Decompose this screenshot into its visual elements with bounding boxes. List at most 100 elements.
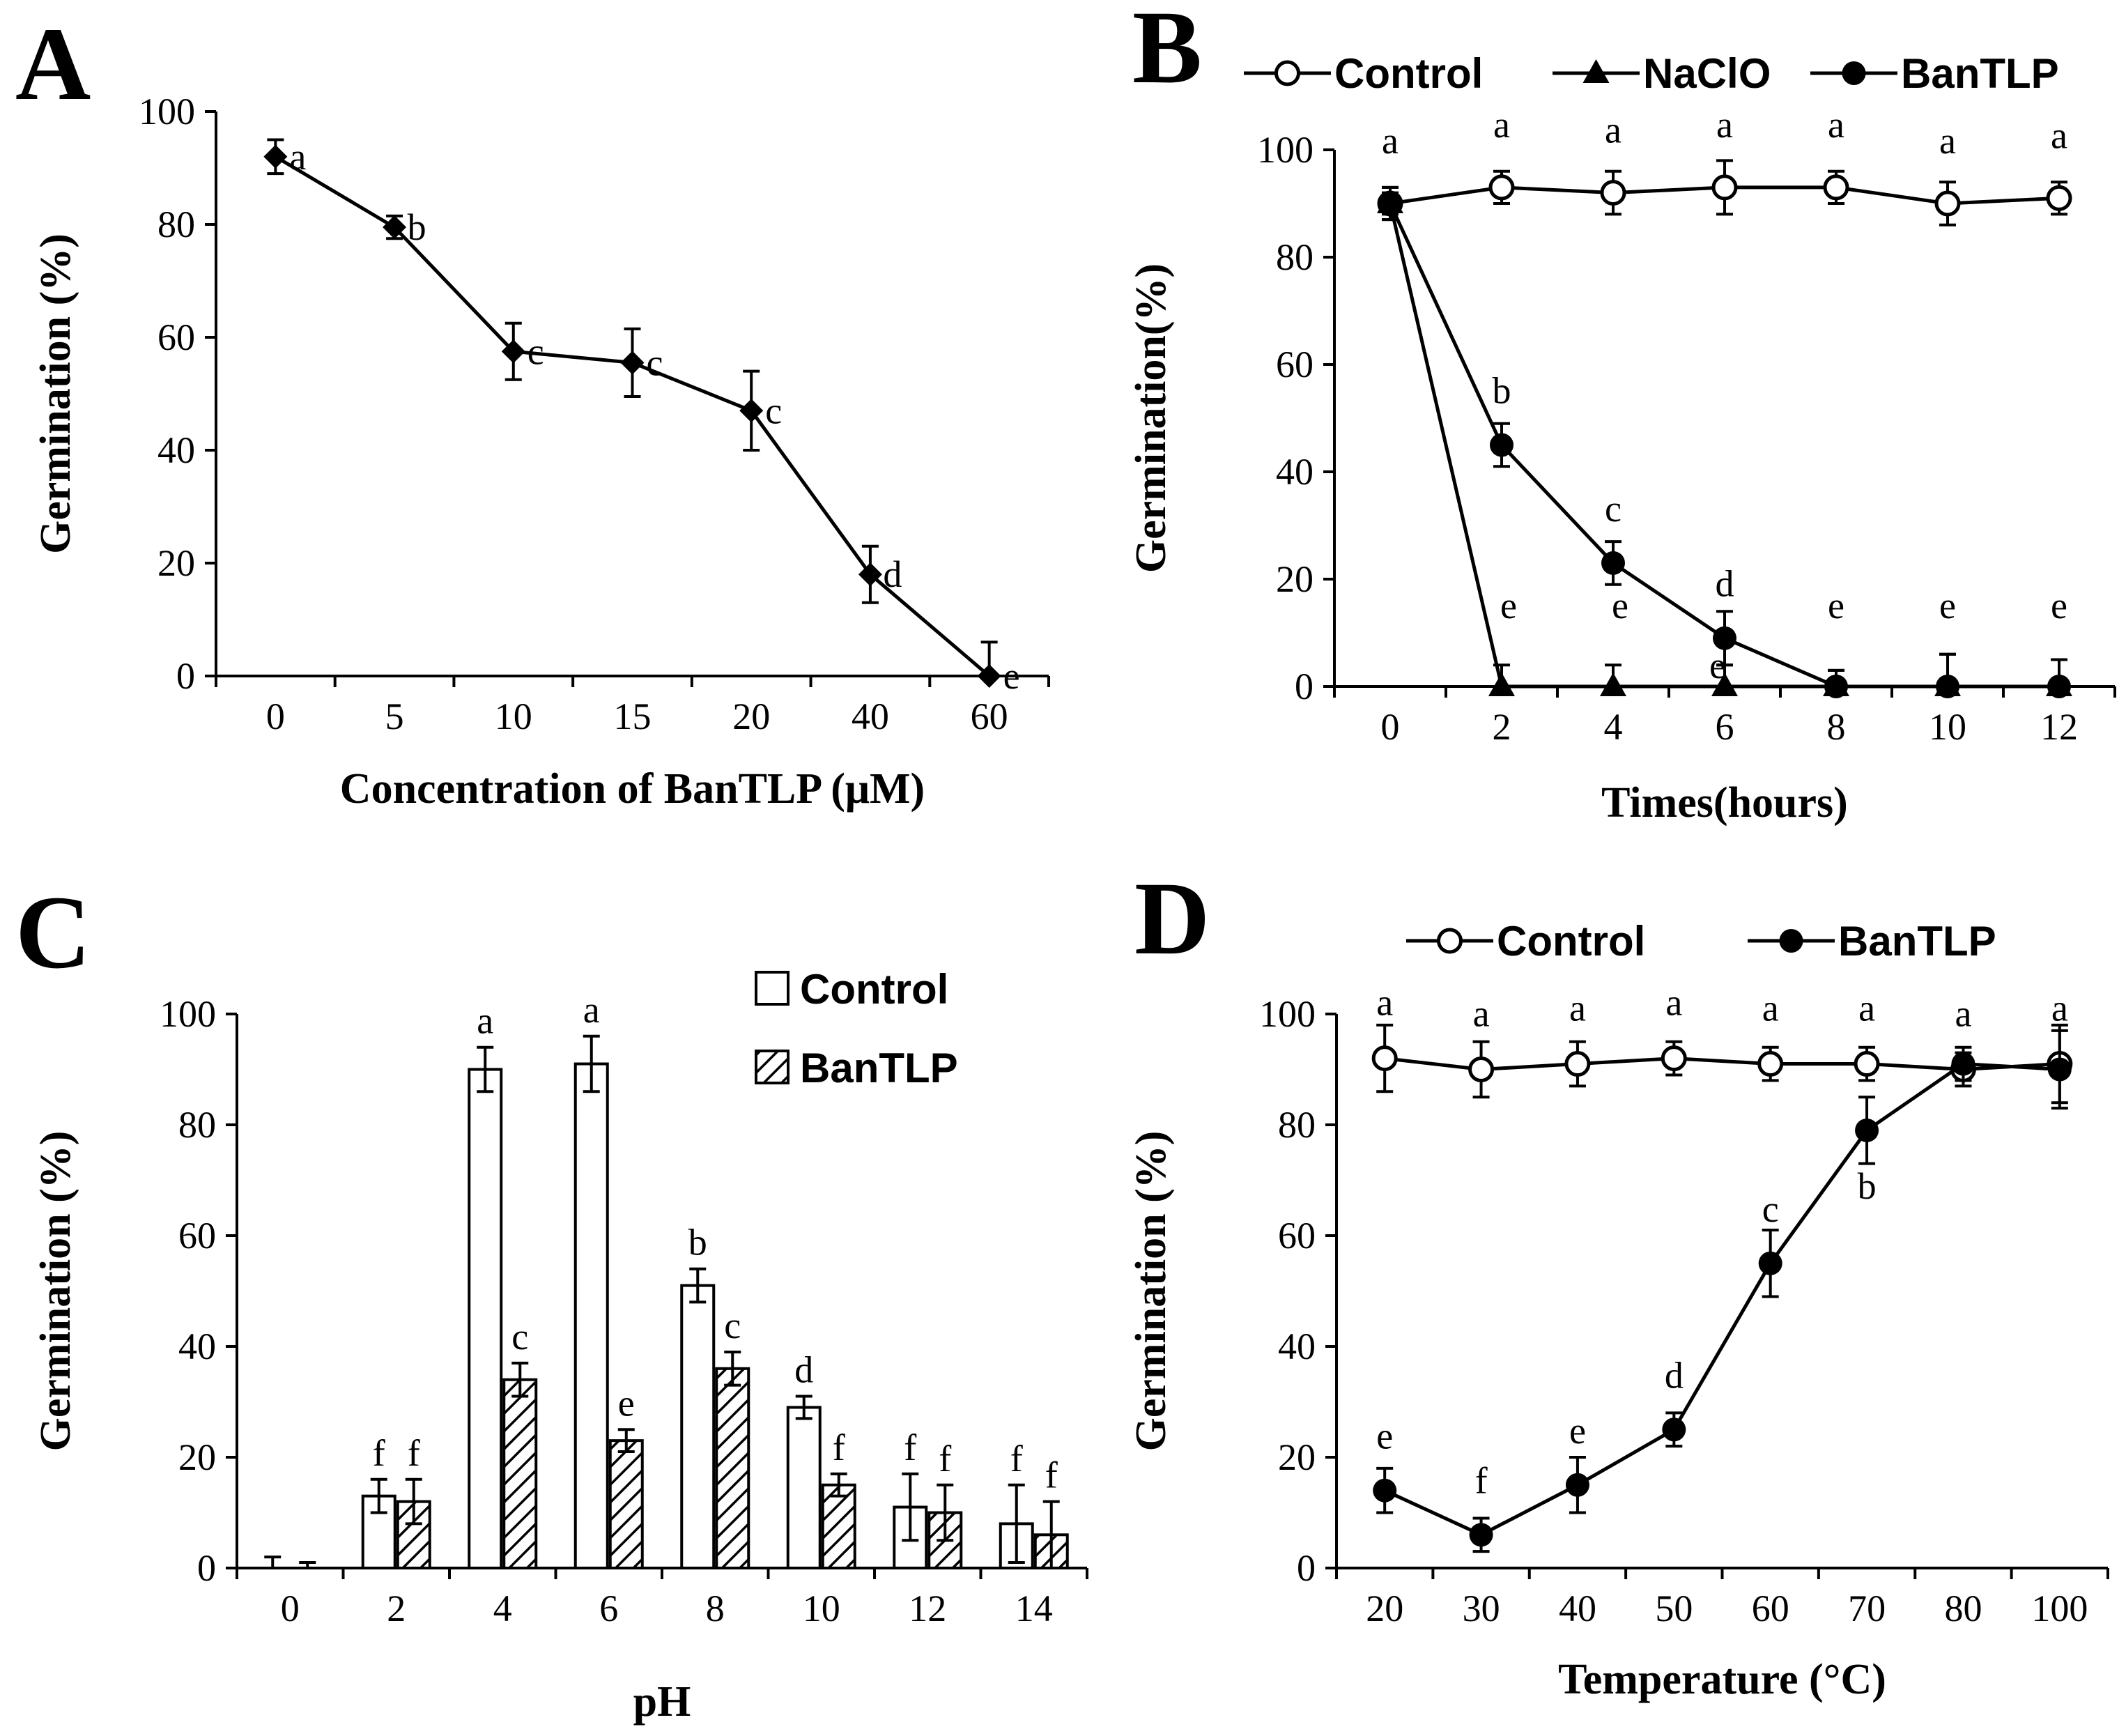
data-point [1951, 1052, 1975, 1076]
y-tick-label: 0 [1295, 666, 1314, 707]
y-axis-title: Germination(%) [1127, 263, 1175, 573]
x-tick-label: 6 [599, 1588, 618, 1629]
x-tick-label: 30 [1463, 1588, 1500, 1629]
y-tick-label: 20 [1278, 1436, 1316, 1478]
x-tick-label: 5 [385, 696, 404, 737]
significance-letter: b [408, 206, 426, 248]
significance-letter: d [794, 1349, 813, 1391]
legend-label: BanTLP [1901, 50, 2059, 97]
data-point [620, 351, 645, 375]
series-line [275, 155, 991, 677]
significance-letter: c [1762, 1188, 1779, 1230]
y-axis-title: Germination (%) [1127, 1131, 1175, 1452]
legend-key-marker [1437, 928, 1463, 954]
significance-letter: a [1716, 104, 1733, 146]
data-point [1469, 1523, 1493, 1547]
significance-letter: e [2051, 585, 2067, 627]
significance-letter: d [883, 553, 902, 595]
x-tick-label: 2 [1493, 706, 1511, 748]
x-axis-title: pH [633, 1678, 691, 1726]
significance-letter: a [2051, 114, 2067, 156]
x-axis-title: Times(hours) [1601, 779, 1848, 827]
bar [608, 1439, 644, 1569]
x-tick-label: 20 [1366, 1588, 1403, 1629]
x-tick-label: 70 [1848, 1588, 1886, 1629]
significance-letter: f [408, 1432, 420, 1474]
data-point [1824, 675, 1848, 698]
y-tick-label: 20 [178, 1436, 216, 1478]
x-tick-label: 40 [852, 696, 889, 737]
bar [715, 1367, 750, 1570]
legend: Control BanTLP [1406, 918, 1996, 965]
significance-letter: a [2051, 988, 2068, 1029]
data-point [858, 562, 882, 587]
significance-letter: b [1858, 1165, 1877, 1207]
data-point [1661, 1045, 1687, 1072]
series-control [1377, 159, 2072, 226]
x-tick-label: 2 [387, 1588, 406, 1629]
y-tick-label: 60 [1278, 1215, 1316, 1257]
x-axis-title: Temperature (°C) [1558, 1656, 1886, 1703]
legend-label: BanTLP [1838, 918, 1996, 965]
legend-key-marker [1779, 929, 1803, 953]
significance-letter: c [765, 390, 782, 431]
y-tick-label: 100 [160, 993, 216, 1035]
series-bantlp [263, 138, 1001, 688]
significance-letter: f [904, 1427, 916, 1468]
significance-letter: a [1955, 993, 1971, 1035]
significance-letter: f [1475, 1459, 1488, 1501]
y-axis-title: Germination (%) [32, 1131, 79, 1452]
legend-key-marker [1582, 59, 1610, 83]
y-tick-label: 60 [157, 316, 195, 358]
x-tick-label: 80 [1944, 1588, 1982, 1629]
significance-letter: f [373, 1432, 385, 1474]
data-point [1855, 1118, 1879, 1142]
data-point [2047, 675, 2071, 698]
bar [786, 1406, 822, 1569]
x-tick-label: 10 [495, 696, 532, 737]
x-tick-label: 6 [1716, 706, 1734, 748]
data-point [1711, 673, 1738, 696]
series-bantlp [1373, 1029, 2072, 1553]
significance-letter: c [1605, 488, 1622, 530]
x-tick-label: 12 [2040, 706, 2078, 748]
data-point [977, 664, 1001, 688]
panel-d: D 0 20 40 60 80 100 20 30 40 50 60 70 80 100 Temperatur… [1127, 861, 2109, 1703]
bar [502, 1378, 538, 1569]
y-tick-label: 0 [176, 655, 195, 697]
legend-label: Control [1334, 50, 1483, 97]
x-tick-label: 8 [1827, 706, 1846, 748]
panel-letter-c: C [15, 875, 91, 990]
x-tick-label: 0 [266, 696, 285, 737]
y-tick-label: 100 [1257, 129, 1314, 171]
significance-letter: a [1858, 988, 1875, 1029]
significance-letter: a [289, 136, 306, 178]
significance-letter: a [1376, 982, 1393, 1024]
significance-letter: a [1665, 982, 1682, 1024]
panel-b: B 0 20 40 60 80 100 0 2 4 6 8 10 12 Times(hours) Germin… [1127, 0, 2116, 827]
panel-letter-d: D [1134, 861, 1210, 976]
data-point [1488, 174, 1515, 201]
x-tick-label: 0 [1381, 706, 1400, 748]
bar [468, 1068, 503, 1569]
significance-letter: d [1665, 1354, 1684, 1396]
data-point [1490, 433, 1513, 457]
data-point [1758, 1251, 1782, 1275]
x-tick-label: 12 [909, 1588, 946, 1629]
data-point [1757, 1051, 1784, 1077]
legend: Control BanTLP [755, 966, 958, 1091]
series-line [1384, 1062, 2060, 1537]
significance-letter: e [1003, 655, 1020, 697]
y-tick-label: 80 [1276, 236, 1314, 278]
significance-letter: a [1939, 120, 1956, 162]
y-tick-label: 100 [1259, 993, 1316, 1035]
data-point [739, 399, 764, 423]
legend-label: Control [1497, 918, 1645, 965]
series-bantlp [1378, 191, 2071, 698]
significance-letter: a [1569, 988, 1586, 1029]
significance-letter: e [1828, 585, 1844, 627]
bar [821, 1483, 856, 1569]
significance-letter: a [1828, 104, 1844, 146]
significance-letter: e [1939, 585, 1956, 627]
legend-label: NaClO [1643, 50, 1771, 97]
